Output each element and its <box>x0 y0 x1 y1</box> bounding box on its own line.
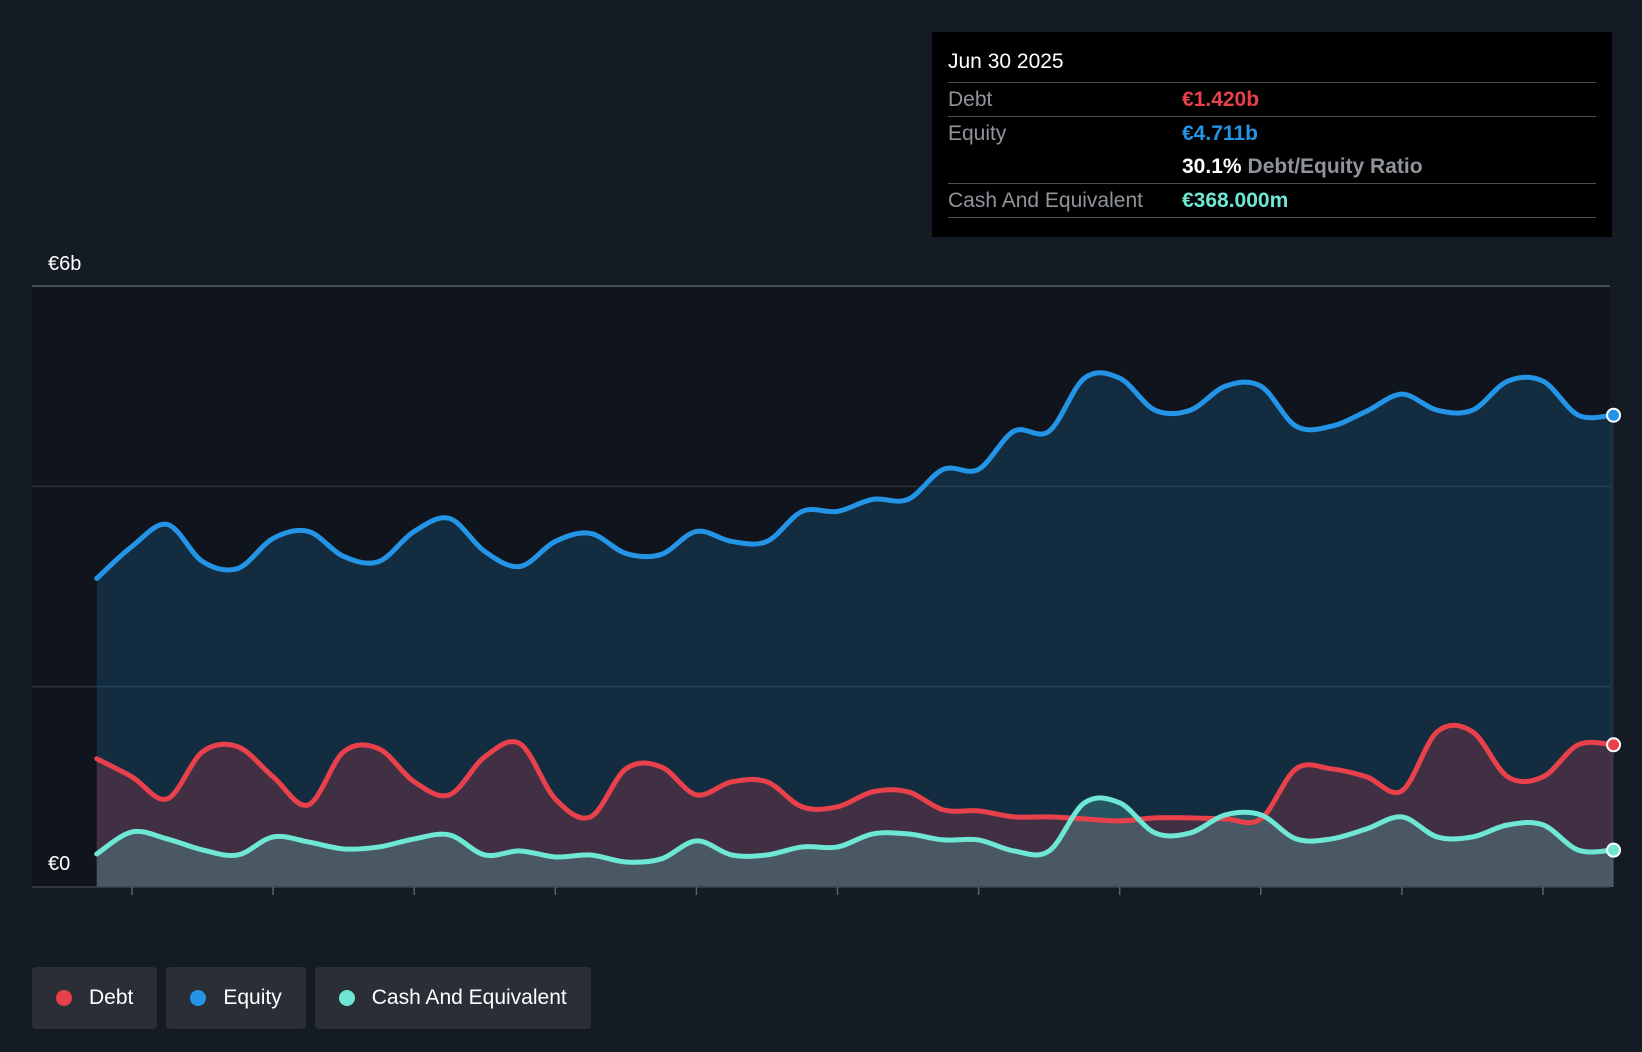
end-markers <box>1606 407 1622 858</box>
equity-end-marker[interactable] <box>1606 407 1622 423</box>
tooltip-cash-label: Cash And Equivalent <box>948 189 1143 212</box>
legend-item-debt[interactable]: Debt <box>32 967 158 1029</box>
tooltip-debt-value: €1.420b <box>1182 88 1260 111</box>
tooltip-ratio-spacer <box>948 150 1182 183</box>
tooltip-equity-row: Equity €4.711b <box>948 117 1596 150</box>
legend-cash-label: Cash And Equivalent <box>371 986 567 1009</box>
equity-area <box>96 372 1614 888</box>
debt-dot-icon <box>56 990 72 1006</box>
gridlines <box>32 285 1610 688</box>
data-tooltip: Jun 30 2025 Debt €1.420b Equity €4.711b … <box>932 32 1612 237</box>
tooltip-ratio-row: 30.1% Debt/Equity Ratio <box>948 150 1596 184</box>
plot-background <box>32 286 1610 887</box>
tooltip-equity-label: Equity <box>948 122 1007 145</box>
tooltip-debt-row: Debt €1.420b <box>948 83 1596 117</box>
tooltip-date: Jun 30 2025 <box>948 46 1596 83</box>
tooltip-equity-value: €4.711b <box>1182 122 1258 145</box>
debt-end-marker[interactable] <box>1606 737 1622 753</box>
debt-equity-chart: 2015201620172018201920202021202220232024… <box>32 253 1622 895</box>
equity-dot-icon <box>190 990 207 1006</box>
tooltip-cash-row: Cash And Equivalent €368.000m <box>948 184 1596 218</box>
chart-legend: Debt Equity Cash And Equivalent <box>32 967 591 1029</box>
y-axis-top-label: €6b <box>48 253 81 275</box>
legend-item-cash[interactable]: Cash And Equivalent <box>314 967 591 1029</box>
equity-line <box>94 370 1617 581</box>
legend-debt-label: Debt <box>89 986 134 1009</box>
cash-line <box>94 795 1617 865</box>
x-axis-ticks: 2015201620172018201920202021202220232024… <box>131 887 1544 895</box>
tooltip-ratio-label: Debt/Equity Ratio <box>1247 155 1423 178</box>
legend-item-equity[interactable]: Equity <box>166 967 306 1029</box>
tooltip-cash-value: €368.000m <box>1182 189 1289 212</box>
cash-end-marker[interactable] <box>1606 842 1622 858</box>
debt-line <box>94 722 1617 826</box>
cash-dot-icon <box>338 990 355 1006</box>
series-lines <box>94 370 1617 865</box>
tooltip-debt-label: Debt <box>948 88 993 111</box>
tooltip-ratio-value: 30.1% <box>1182 155 1242 178</box>
legend-equity-label: Equity <box>223 986 282 1009</box>
y-axis-bottom-label: €0 <box>48 853 70 875</box>
debt-area <box>96 725 1614 887</box>
